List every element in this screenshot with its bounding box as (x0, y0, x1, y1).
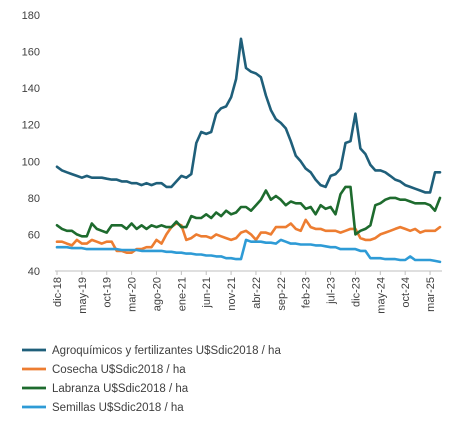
legend-label-3: Labranza U$Sdic2018 / ha (52, 383, 189, 395)
y-tick-label: 60 (28, 229, 40, 241)
x-tick-label: mar-25 (425, 277, 437, 312)
x-tick-label: oct-19 (102, 277, 114, 308)
x-tick-label: feb-23 (301, 277, 313, 308)
x-axis-ticks: dic-18 may-19 oct-19 mar-20 ago-20 ene-21 jun-… (52, 271, 437, 314)
y-tick-label: 40 (28, 266, 40, 278)
y-tick-label: 120 (22, 120, 40, 132)
series-line-1 (55, 37, 442, 194)
series-line-4 (55, 238, 442, 264)
x-tick-label: jul-23 (326, 277, 338, 305)
legend: Agroquímicos y fertilizantes U$Sdic2018 … (22, 345, 281, 414)
legend-label-1: Agroquímicos y fertilizantes U$Sdic2018 … (52, 345, 281, 357)
y-tick-label: 140 (22, 83, 40, 95)
x-tick-label: dic-23 (350, 277, 362, 307)
x-tick-label: oct-24 (400, 277, 412, 308)
x-tick-label: nov-21 (226, 277, 238, 311)
y-tick-label: 180 (22, 10, 40, 22)
legend-label-4: Semillas U$Sdic2018 / ha (52, 402, 184, 414)
x-tick-label: ene-21 (176, 277, 188, 311)
x-tick-label: dic-18 (52, 277, 64, 307)
x-tick-label: may-24 (375, 277, 387, 314)
x-tick-label: mar-20 (127, 277, 139, 312)
y-tick-label: 160 (22, 47, 40, 59)
y-axis-ticks: 40 60 80 100 120 140 160 180 (22, 10, 40, 278)
series-lines (55, 37, 442, 264)
x-tick-label: ago-20 (151, 277, 163, 311)
y-tick-label: 100 (22, 156, 40, 168)
x-tick-label: jun-21 (201, 277, 213, 309)
y-tick-label: 80 (28, 193, 40, 205)
series-line-3 (55, 185, 442, 238)
x-tick-label: sep-22 (276, 277, 288, 311)
x-tick-label: abr-22 (251, 277, 263, 309)
x-tick-label: may-19 (77, 277, 89, 314)
legend-label-2: Cosecha U$Sdic2018 / ha (52, 364, 186, 376)
